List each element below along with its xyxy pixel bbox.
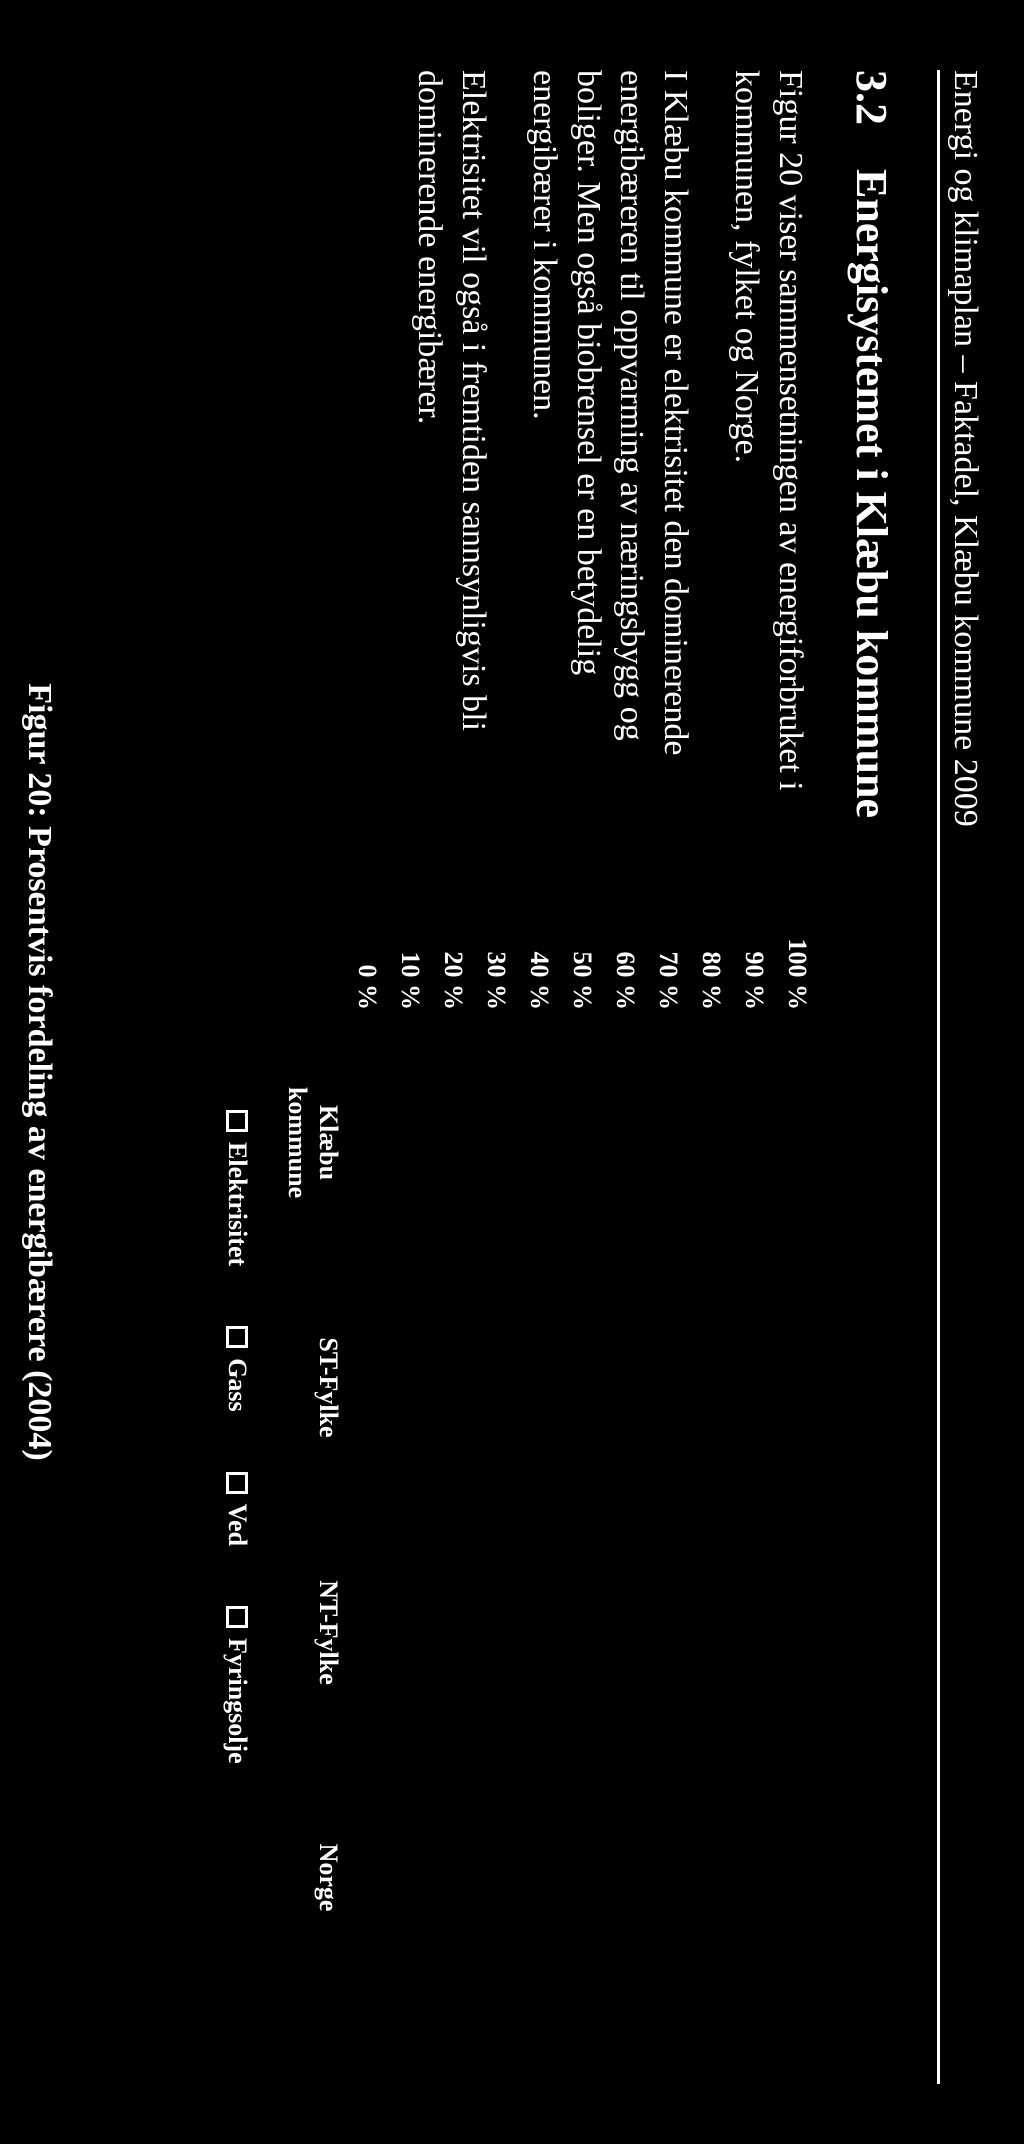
section-title: Energisystemet i Klæbu kommune: [847, 169, 896, 818]
legend-label: Gass: [222, 1358, 252, 1411]
y-tick: 70 %: [653, 952, 683, 1011]
y-axis: 100 % 90 % 80 % 70 % 60 % 50 % 40 % 30 %…: [352, 880, 812, 1010]
x-category: Norge: [282, 1768, 344, 1988]
legend-swatch-icon: [226, 1326, 248, 1348]
paragraph-2: I Klæbu kommune er elektrisitet den domi…: [523, 70, 697, 830]
legend-item: Gass: [222, 1326, 252, 1411]
legend-swatch-icon: [226, 1606, 248, 1628]
legend-swatch-icon: [226, 1110, 248, 1132]
paragraph-3: Elektrisitet vil også i fremtiden sannsy…: [408, 70, 495, 830]
section-heading: 3.2 Energisystemet i Klæbu kommune: [846, 70, 897, 2084]
x-category: Klæbu kommune: [282, 1033, 344, 1253]
y-tick: 10 %: [395, 952, 425, 1011]
legend-item: Fyringsolje: [222, 1606, 252, 1764]
legend-item: Ved: [222, 1472, 252, 1546]
body-text-column: Figur 20 viser sammensetningen av energi…: [252, 70, 812, 830]
legend-swatch-icon: [226, 1472, 248, 1494]
y-tick: 0 %: [352, 965, 382, 1011]
y-tick: 80 %: [696, 952, 726, 1011]
y-tick: 60 %: [610, 952, 640, 1011]
paragraph-1: Figur 20 viser sammensetningen av energi…: [725, 70, 812, 830]
legend-label: Fyringsolje: [222, 1638, 252, 1764]
section-number: 3.2: [846, 70, 897, 125]
legend-label: Ved: [222, 1504, 252, 1546]
plot-area: [352, 1020, 800, 2000]
legend-label: Elektrisitet: [222, 1142, 252, 1266]
y-tick: 30 %: [481, 952, 511, 1011]
chart-column: 100 % 90 % 80 % 70 % 60 % 50 % 40 % 30 %…: [252, 880, 812, 2084]
legend-item: Elektrisitet: [222, 1110, 252, 1266]
bar-chart: 100 % 90 % 80 % 70 % 60 % 50 % 40 % 30 %…: [252, 880, 812, 2010]
y-tick: 40 %: [524, 952, 554, 1011]
legend: Elektrisitet Gass Ved Fyringsolje: [222, 1110, 252, 2000]
x-category: NT-Fylke: [282, 1523, 344, 1743]
figure-caption: Figur 20: Prosentvis fordeling av energi…: [20, 0, 58, 2144]
x-category: ST-Fylke: [282, 1278, 344, 1498]
y-tick: 100 %: [782, 939, 812, 1011]
x-axis: Klæbu kommune ST-Fylke NT-Fylke Norge: [282, 1020, 344, 2000]
y-tick: 90 %: [739, 952, 769, 1011]
y-tick: 20 %: [438, 952, 468, 1011]
y-tick: 50 %: [567, 952, 597, 1011]
running-header: Energi og klimaplan – Faktadel, Klæbu ko…: [937, 70, 984, 2084]
